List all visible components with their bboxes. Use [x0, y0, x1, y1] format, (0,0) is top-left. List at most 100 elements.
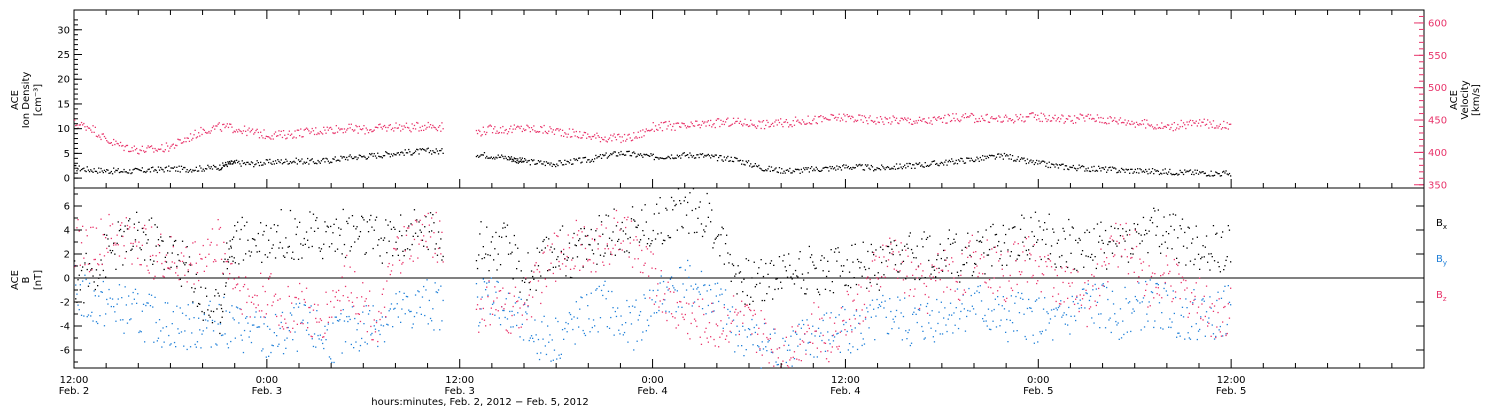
top-series-1-point — [503, 132, 505, 134]
bx-point — [610, 253, 612, 255]
bz-point — [568, 247, 571, 249]
bx-point — [767, 273, 769, 275]
top-series-1-point — [542, 132, 544, 134]
top-series-1-point — [1073, 115, 1076, 117]
bz-point — [997, 290, 999, 292]
top-series-1-point — [721, 123, 723, 125]
bx-point — [1194, 258, 1196, 260]
by-point — [517, 312, 519, 314]
bz-point — [822, 334, 824, 337]
top-series-1-point — [661, 130, 664, 132]
bx-point — [417, 235, 419, 237]
by-point — [1148, 301, 1150, 303]
top-series-0-point — [299, 160, 301, 163]
by-point — [241, 339, 243, 341]
top-series-1-point — [1193, 122, 1195, 124]
by-point — [974, 292, 976, 294]
top-series-0-point — [1161, 173, 1163, 175]
top-series-1-point — [100, 138, 102, 141]
top-series-0-point — [815, 166, 817, 168]
bz-point — [801, 340, 804, 342]
top-series-1-point — [299, 135, 301, 137]
by-point — [993, 308, 995, 311]
by-point — [782, 337, 784, 340]
top-series-1-point — [1218, 125, 1220, 127]
top-series-0-point — [225, 161, 227, 164]
top-series-0-point — [1094, 170, 1096, 172]
top-series-1-point — [172, 143, 174, 145]
bx-point — [1008, 228, 1010, 230]
bz-point — [1204, 315, 1206, 318]
top-series-0-point — [1033, 163, 1035, 166]
bx-point — [997, 245, 999, 247]
bz-point — [149, 255, 152, 257]
by-point — [867, 311, 869, 313]
top-series-1-point — [191, 139, 193, 141]
bz-point — [517, 300, 519, 302]
bz-point — [776, 348, 778, 350]
top-series-1-point — [869, 115, 871, 117]
bx-point — [427, 248, 429, 251]
top-series-0-point — [146, 170, 148, 172]
bx-point — [930, 273, 932, 275]
bx-point — [220, 307, 223, 310]
bz-point — [766, 336, 768, 339]
top-series-1-point — [772, 122, 774, 124]
by-point — [1053, 308, 1055, 310]
top-series-0-point — [962, 160, 964, 162]
top-series-0-point — [260, 161, 262, 163]
bz-point — [1102, 285, 1104, 287]
bx-point — [859, 267, 861, 269]
bz-point — [142, 227, 145, 229]
bx-point — [260, 222, 262, 224]
by-point — [734, 351, 736, 353]
top-series-1-point — [74, 119, 76, 121]
top-series-0-point — [1215, 171, 1217, 173]
bz-point — [276, 315, 278, 318]
top-series-0-point — [243, 162, 246, 164]
by-point — [693, 301, 696, 303]
top-series-1-point — [335, 125, 337, 127]
bz-point — [874, 259, 876, 261]
top-series-1-point — [639, 130, 642, 132]
by-point — [719, 294, 721, 296]
top-series-0-point — [373, 153, 375, 155]
by-point — [476, 296, 479, 298]
top-series-0-point — [984, 155, 986, 157]
top-series-0-point — [483, 152, 486, 154]
by-point — [720, 288, 722, 290]
bx-point — [291, 257, 293, 259]
bz-point — [642, 272, 644, 274]
top-series-0-point — [1034, 162, 1037, 164]
bx-point — [879, 246, 882, 248]
top-series-0-point — [1148, 168, 1150, 170]
by-point — [97, 322, 99, 325]
bx-point — [487, 254, 489, 256]
by-point — [146, 302, 148, 304]
bx-point — [1072, 227, 1074, 229]
bx-point — [230, 245, 232, 247]
by-point — [1029, 307, 1031, 309]
top-series-0-point — [908, 162, 910, 165]
bx-point — [152, 263, 154, 265]
bz-point — [1087, 280, 1089, 282]
top-series-0-point — [489, 157, 491, 159]
bz-point — [1036, 282, 1038, 285]
bx-point — [1033, 235, 1035, 237]
top-series-1-point — [495, 132, 497, 134]
bz-point — [978, 272, 980, 274]
by-point — [894, 315, 897, 318]
by-point — [349, 318, 351, 321]
bx-point — [274, 257, 277, 259]
by-point — [1189, 338, 1192, 340]
bx-point — [588, 243, 590, 246]
top-series-1-point — [295, 137, 297, 139]
top-series-0-point — [792, 170, 794, 172]
bx-point — [860, 261, 862, 264]
bx-point — [533, 278, 535, 280]
by-point — [1045, 329, 1047, 331]
bx-point — [619, 248, 621, 250]
top-series-0-point — [1106, 171, 1108, 173]
by-point — [381, 316, 383, 318]
top-series-0-point — [161, 168, 163, 170]
